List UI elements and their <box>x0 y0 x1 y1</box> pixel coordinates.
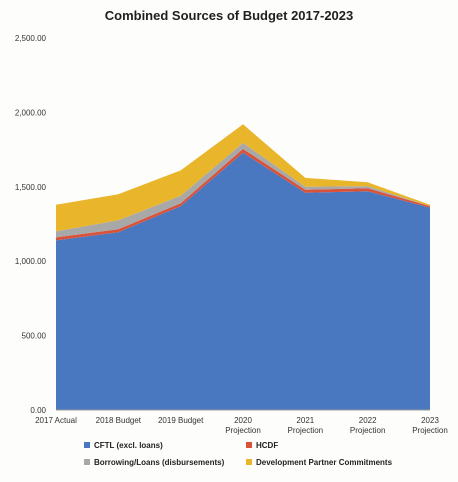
area-series-4 <box>56 124 430 232</box>
legend-label: CFTL (excl. loans) <box>94 441 163 450</box>
legend: CFTL (excl. loans) HCDF Borrowing/Loans (d… <box>84 441 393 467</box>
legend-label: Borrowing/Loans (disbursements) <box>94 458 225 467</box>
legend-swatch <box>84 459 90 465</box>
legend-label: Development Partner Commitments <box>256 458 393 467</box>
legend-swatch <box>84 442 90 448</box>
legend-label: HCDF <box>256 441 278 450</box>
y-tick-label: 500.00 <box>22 332 47 341</box>
x-tick-label: 2019 Budget <box>158 416 204 425</box>
y-tick-label: 1,500.00 <box>15 183 47 192</box>
y-tick-label: 2,500.00 <box>15 34 47 43</box>
x-tick-label: 2023 Projection <box>412 416 448 435</box>
area-series-group <box>56 124 430 410</box>
area-series-2 <box>56 148 430 241</box>
y-axis: 0.00 500.00 1,000.00 1,500.00 2,000.00 2,500.… <box>15 34 47 415</box>
x-tick-label: 2020 Projection <box>225 416 261 435</box>
x-tick-label: 2017 Actual <box>35 416 77 425</box>
legend-swatch <box>246 442 252 448</box>
x-tick-label: 2018 Budget <box>96 416 142 425</box>
chart-title: Combined Sources of Budget 2017-2023 <box>105 8 354 23</box>
y-tick-label: 0.00 <box>30 406 46 415</box>
area-series-3 <box>56 142 430 238</box>
x-axis: 2017 Actual 2018 Budget 2019 Budget 2020 Pro… <box>35 409 448 435</box>
y-tick-label: 1,000.00 <box>15 257 47 266</box>
x-tick-label: 2021 Projection <box>288 416 324 435</box>
legend-swatch <box>246 459 252 465</box>
x-tick-label: 2022 Projection <box>350 416 386 435</box>
y-tick-label: 2,000.00 <box>15 108 47 117</box>
area-series-1 <box>56 152 430 410</box>
